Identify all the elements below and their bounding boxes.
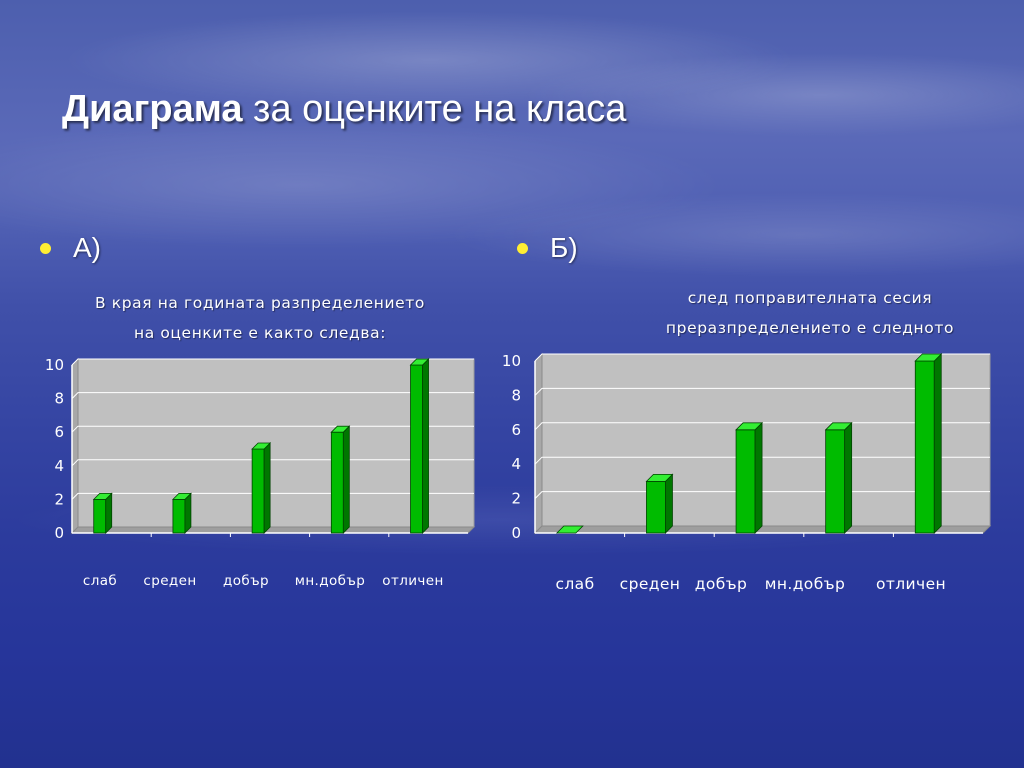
x-tick-label: добър — [695, 575, 748, 593]
bar-front — [93, 498, 107, 534]
x-tick-label: отличен — [876, 575, 946, 593]
bar — [555, 525, 584, 534]
chart-b: 0 2 4 6 8 10 слаб среден добър мн.добър отличен — [502, 352, 992, 593]
plot-side-wall — [71, 357, 79, 535]
x-tick-label: мн.добър — [295, 573, 366, 589]
bar — [251, 442, 272, 534]
bar-front — [172, 498, 186, 534]
bar-front — [330, 431, 344, 534]
bullet-a: А) — [40, 232, 101, 264]
plot-side-wall — [534, 352, 543, 535]
bar-side — [665, 473, 673, 534]
x-tick-label: мн.добър — [765, 575, 846, 593]
y-tick-label: 4 — [54, 457, 64, 475]
plot-back-wall — [77, 358, 475, 528]
y-tick-label: 10 — [502, 352, 521, 370]
bar — [914, 353, 943, 534]
bar — [735, 421, 764, 534]
bar-side — [105, 492, 113, 534]
y-tick-label: 0 — [54, 524, 64, 542]
y-tick-label: 8 — [511, 386, 521, 404]
bar — [171, 492, 192, 534]
bar-side — [263, 442, 271, 534]
bar-top — [251, 442, 272, 450]
y-tick-label: 8 — [54, 390, 64, 408]
bullet-b-label: Б) — [550, 232, 578, 263]
bar-top — [409, 358, 430, 366]
bullet-b: Б) — [517, 232, 578, 264]
x-tick-label: слаб — [555, 575, 594, 593]
bar — [92, 492, 113, 534]
caption-a: В края на годината разпределението на оц… — [40, 288, 480, 348]
gridline — [534, 387, 990, 396]
bar-side — [184, 492, 192, 534]
bar — [645, 473, 674, 534]
y-tick-label: 4 — [511, 455, 521, 473]
bullet-dot-icon — [517, 242, 528, 254]
bar-side — [422, 358, 429, 534]
bar-side — [844, 421, 853, 534]
bar-front — [735, 429, 756, 534]
x-tick-label: отличен — [382, 573, 443, 589]
bar-top — [330, 425, 351, 433]
slide-title: Диаграма за оценките на класа — [62, 88, 626, 131]
y-tick-label: 2 — [511, 490, 521, 508]
caption-b-line-1: след поправителната сесия — [687, 289, 933, 307]
y-tick-label: 6 — [54, 423, 64, 441]
bar-top — [914, 353, 943, 362]
x-tick-label: среден — [143, 573, 196, 589]
y-tick-label: 6 — [511, 421, 521, 439]
bar — [330, 425, 351, 534]
bullet-a-label: А) — [73, 232, 101, 263]
x-tick-label: слаб — [83, 573, 117, 589]
y-tick-label: 10 — [45, 356, 64, 374]
bar — [409, 358, 430, 534]
bar-top — [92, 492, 113, 500]
bar-top — [555, 525, 584, 534]
caption-a-line-1: В края на годината разпределението — [94, 294, 425, 312]
x-tick-label: добър — [223, 573, 269, 589]
caption-a-line-2: на оценките е както следва: — [133, 324, 387, 342]
y-tick-label: 0 — [511, 524, 521, 542]
bar-side — [342, 425, 350, 534]
bar-front — [251, 448, 265, 534]
bar-top — [824, 422, 853, 431]
bar-front — [646, 480, 666, 534]
gridline — [71, 358, 474, 366]
gridline — [534, 353, 990, 362]
title-bold: Диаграма — [62, 88, 243, 130]
gridline — [71, 392, 474, 399]
y-tick-label: 2 — [54, 490, 64, 508]
bar-front — [914, 360, 935, 534]
bar-side — [933, 353, 942, 534]
caption-b-line-2: преразпределението е следното — [665, 319, 955, 337]
bullet-dot-icon — [40, 242, 51, 254]
chart-a: 0 2 4 6 8 10 слаб среден добър мн.добър отличен — [45, 356, 476, 589]
bar-top — [735, 422, 764, 431]
title-rest: за оценките на класа — [242, 88, 627, 130]
bar-front — [825, 429, 846, 534]
bar-top — [171, 492, 192, 500]
bar-front — [410, 364, 423, 534]
bar-side — [754, 421, 763, 534]
x-tick-label: среден — [620, 575, 681, 593]
caption-b: след поправителната сесия преразпределен… — [570, 283, 1024, 343]
bar — [824, 421, 853, 534]
bar-top — [645, 473, 674, 482]
